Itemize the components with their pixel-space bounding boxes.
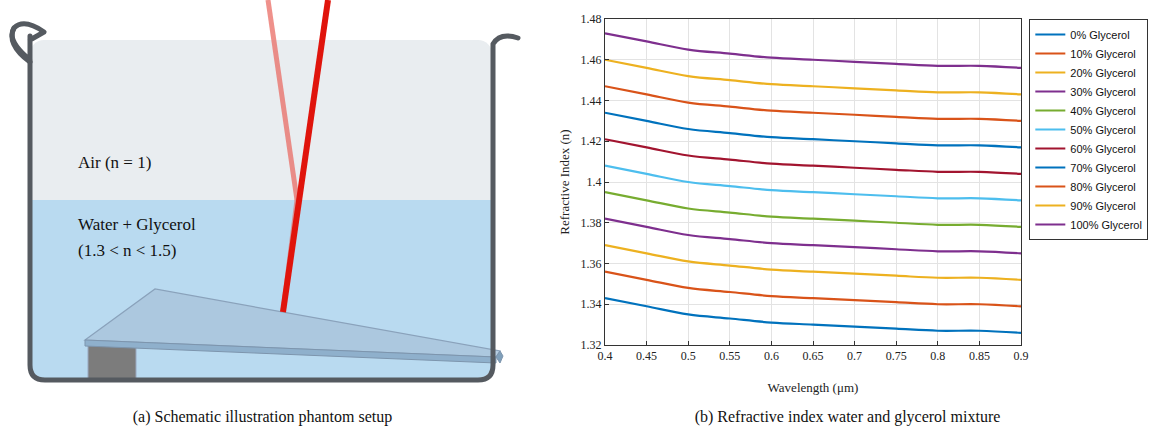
svg-text:1.34: 1.34 (581, 297, 602, 311)
html-text:(b) Refractive index water and: (b) Refractive index water and glycerol … (694, 408, 1001, 425)
svg-text:40% Glycerol: 40% Glycerol (1070, 105, 1135, 117)
svg-text:0% Glycerol: 0% Glycerol (1070, 29, 1129, 41)
svg-text:0.6: 0.6 (764, 349, 779, 363)
svg-text:10% Glycerol: 10% Glycerol (1070, 48, 1135, 60)
svg-text:0.9: 0.9 (1014, 349, 1029, 363)
svg-text:80% Glycerol: 80% Glycerol (1070, 181, 1135, 193)
svg-text:Wavelength (μm): Wavelength (μm) (768, 380, 859, 395)
svg-text:0.4: 0.4 (598, 349, 613, 363)
svg-text:1.32: 1.32 (581, 338, 602, 352)
svg-text:0.8: 0.8 (930, 349, 945, 363)
svg-text:50% Glycerol: 50% Glycerol (1070, 124, 1135, 136)
svg-text:(1.3 < n < 1.5): (1.3 < n < 1.5) (78, 241, 177, 260)
svg-text:1.36: 1.36 (581, 257, 602, 271)
svg-text:90% Glycerol: 90% Glycerol (1070, 200, 1135, 212)
svg-text:1.44: 1.44 (581, 94, 602, 108)
svg-text:0.45: 0.45 (636, 349, 657, 363)
svg-text:100% Glycerol: 100% Glycerol (1070, 219, 1142, 231)
html-text:(a) Schematic illustration pha: (a) Schematic illustration phantom setup (132, 408, 393, 425)
svg-text:Refractive Index (n): Refractive Index (n) (557, 129, 572, 234)
svg-text:1.42: 1.42 (581, 134, 602, 148)
svg-text:Water + Glycerol: Water + Glycerol (78, 215, 196, 234)
svg-text:1.46: 1.46 (581, 53, 602, 67)
svg-text:0.85: 0.85 (969, 349, 990, 363)
svg-text:20% Glycerol: 20% Glycerol (1070, 67, 1135, 79)
svg-text:0.65: 0.65 (803, 349, 824, 363)
svg-text:0.5: 0.5 (681, 349, 696, 363)
svg-text:30% Glycerol: 30% Glycerol (1070, 86, 1135, 98)
svg-text:0.7: 0.7 (847, 349, 862, 363)
svg-text:Air (n = 1): Air (n = 1) (78, 153, 151, 172)
svg-text:1.38: 1.38 (581, 216, 602, 230)
svg-text:1.48: 1.48 (581, 12, 602, 26)
svg-text:60% Glycerol: 60% Glycerol (1070, 143, 1135, 155)
svg-text:0.75: 0.75 (886, 349, 907, 363)
svg-text:1.4: 1.4 (587, 175, 602, 189)
svg-text:70% Glycerol: 70% Glycerol (1070, 162, 1135, 174)
svg-text:0.55: 0.55 (719, 349, 740, 363)
